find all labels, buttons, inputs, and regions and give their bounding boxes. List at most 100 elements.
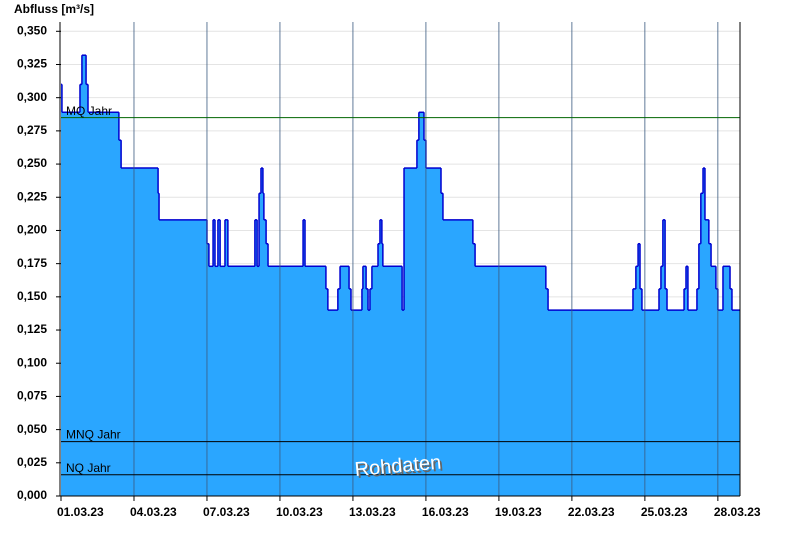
- step-area: [362, 266, 367, 496]
- step-area: [425, 168, 442, 496]
- step-area: [731, 310, 741, 496]
- step-area: [632, 288, 637, 496]
- step-area: [227, 266, 256, 496]
- x-tick-label: 01.03.23: [57, 505, 104, 519]
- y-tick-label: 0,050: [17, 422, 47, 436]
- x-tick-label: 22.03.23: [568, 505, 615, 519]
- step-area: [220, 266, 226, 496]
- x-tick-label: 13.03.23: [349, 505, 396, 519]
- reference-label: NQ Jahr: [66, 461, 111, 475]
- x-tick-label: 07.03.23: [203, 505, 250, 519]
- step-area: [640, 288, 643, 496]
- step-area: [662, 219, 666, 496]
- step-area: [667, 310, 685, 496]
- step-area: [88, 112, 120, 497]
- step-area: [337, 288, 341, 496]
- y-tick-label: 0,025: [17, 455, 47, 469]
- step-area: [268, 266, 304, 496]
- step-area: [704, 219, 710, 496]
- step-area: [703, 168, 706, 496]
- step-area: [404, 168, 418, 496]
- step-area: [305, 266, 327, 496]
- y-tick-label: 0,200: [17, 223, 47, 237]
- step-area: [217, 219, 221, 496]
- step-area: [254, 219, 258, 496]
- step-area: [118, 140, 122, 496]
- step-area: [717, 310, 724, 496]
- step-area: [416, 140, 420, 496]
- step-area: [340, 266, 350, 496]
- step-area: [472, 243, 476, 496]
- y-tick-label: 0,250: [17, 156, 47, 170]
- step-area: [722, 266, 731, 496]
- step-area: [730, 288, 733, 496]
- step-area: [698, 243, 702, 496]
- step-area: [327, 310, 339, 496]
- step-area: [224, 219, 229, 496]
- step-area: [715, 288, 719, 496]
- x-tick-label: 25.03.23: [641, 505, 688, 519]
- step-area: [366, 288, 369, 496]
- y-tick-label: 0,350: [17, 23, 47, 37]
- step-area: [368, 310, 371, 496]
- reference-label: MNQ Jahr: [66, 428, 121, 442]
- step-area: [208, 266, 214, 496]
- step-area: [545, 288, 549, 496]
- step-area: [369, 288, 373, 496]
- step-area: [382, 266, 403, 496]
- step-area: [423, 140, 427, 496]
- step-area: [262, 193, 265, 496]
- x-tick-label: 28.03.23: [714, 505, 761, 519]
- y-tick-label: 0,000: [17, 488, 47, 502]
- step-area: [159, 219, 208, 496]
- step-area: [548, 310, 634, 496]
- step-area: [475, 266, 547, 496]
- y-tick-label: 0,125: [17, 322, 47, 336]
- step-area: [325, 288, 329, 496]
- step-area: [711, 266, 717, 496]
- step-area: [379, 219, 383, 496]
- x-tick-label: 04.03.23: [130, 505, 177, 519]
- step-area: [206, 243, 210, 496]
- step-area: [381, 243, 384, 496]
- reference-label: MQ Jahr: [66, 104, 112, 118]
- step-area: [61, 84, 63, 497]
- step-area: [638, 243, 641, 496]
- step-area: [684, 288, 687, 496]
- y-tick-label: 0,100: [17, 355, 47, 369]
- step-area: [213, 219, 216, 496]
- x-tick-label: 19.03.23: [495, 505, 542, 519]
- step-area: [418, 112, 425, 497]
- step-area: [350, 310, 363, 496]
- step-area: [361, 288, 364, 496]
- step-area: [259, 193, 262, 496]
- step-area: [61, 112, 81, 497]
- y-tick-label: 0,150: [17, 289, 47, 303]
- step-area: [257, 266, 260, 496]
- step-area: [121, 168, 159, 496]
- step-area: [665, 288, 668, 496]
- step-area: [377, 243, 381, 496]
- step-area: [708, 243, 712, 496]
- step-area: [696, 288, 700, 496]
- step-area: [266, 243, 269, 496]
- y-tick-label: 0,275: [17, 123, 47, 137]
- step-area: [660, 266, 664, 496]
- step-area: [86, 84, 89, 497]
- y-tick-label: 0,300: [17, 90, 47, 104]
- chart-title: Abfluss [m³/s]: [14, 2, 94, 16]
- step-area: [441, 193, 444, 496]
- step-area: [263, 219, 267, 496]
- x-tick-label: 10.03.23: [276, 505, 323, 519]
- y-tick-label: 0,225: [17, 189, 47, 203]
- step-area: [81, 55, 87, 497]
- step-area: [214, 266, 219, 496]
- step-area: [371, 266, 379, 496]
- y-tick-label: 0,325: [17, 57, 47, 71]
- step-area: [349, 288, 352, 496]
- step-area: [641, 310, 660, 496]
- step-area: [402, 310, 405, 496]
- step-area: [79, 84, 83, 497]
- step-area: [635, 266, 639, 496]
